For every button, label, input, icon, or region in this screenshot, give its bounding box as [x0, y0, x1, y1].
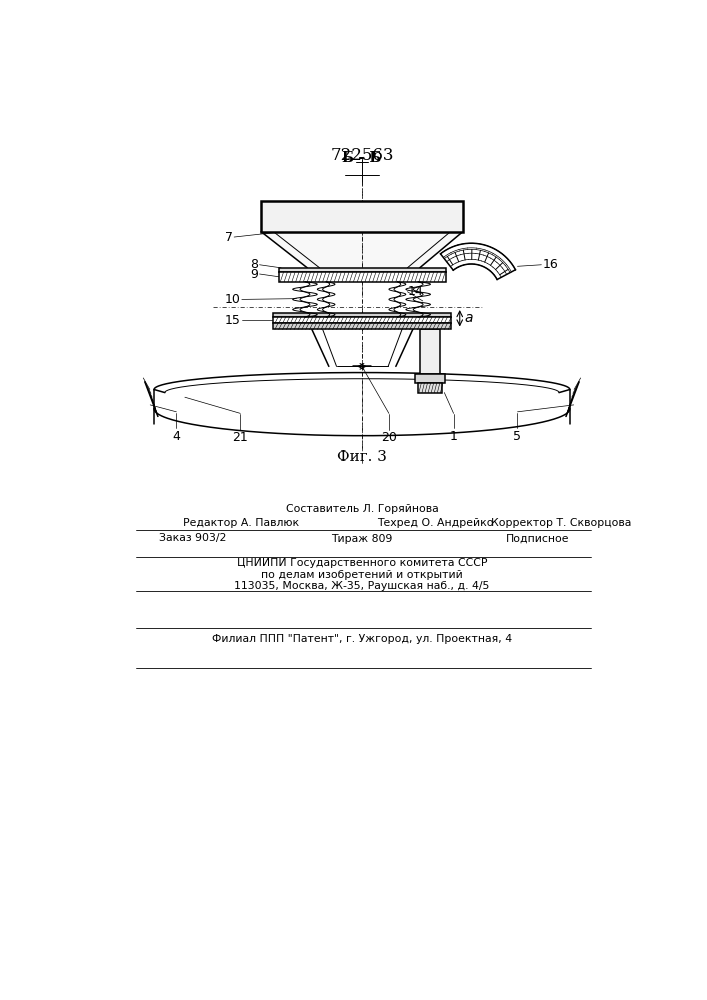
Text: Фиг. 3: Фиг. 3	[337, 450, 387, 464]
Text: 722563: 722563	[330, 147, 394, 164]
Bar	[415, 374, 445, 383]
Text: 1: 1	[450, 430, 457, 443]
Text: Подписное: Подписное	[506, 534, 569, 544]
Text: Тираж 809: Тираж 809	[332, 534, 392, 544]
Bar	[279, 268, 446, 272]
Bar	[274, 317, 451, 323]
Text: Техред О. Андрейко: Техред О. Андрейко	[378, 518, 494, 528]
Text: Корректор Т. Скворцова: Корректор Т. Скворцова	[491, 518, 631, 528]
Text: Составитель Л. Горяйнова: Составитель Л. Горяйнова	[286, 504, 438, 514]
Bar	[274, 323, 451, 329]
Text: Заказ 903/2: Заказ 903/2	[160, 534, 227, 544]
Bar	[274, 313, 451, 317]
Text: ЦНИИПИ Государственного комитета СССР: ЦНИИПИ Государственного комитета СССР	[237, 558, 487, 568]
Text: 14: 14	[408, 285, 424, 298]
Bar	[279, 272, 446, 282]
Bar	[261, 201, 463, 232]
Text: 113035, Москва, Ж-35, Раушская наб., д. 4/5: 113035, Москва, Ж-35, Раушская наб., д. …	[234, 581, 490, 591]
Text: 4: 4	[173, 430, 180, 443]
Bar	[418, 383, 442, 393]
Text: 9: 9	[250, 267, 258, 280]
Text: 7: 7	[225, 231, 233, 244]
Text: 15: 15	[224, 314, 240, 327]
Text: 16: 16	[543, 258, 559, 271]
Text: 8: 8	[250, 258, 258, 271]
Text: 20: 20	[381, 431, 397, 444]
Text: Б - Б: Б - Б	[342, 151, 382, 165]
Polygon shape	[261, 232, 463, 268]
Text: Редактор А. Павлюк: Редактор А. Павлюк	[182, 518, 298, 528]
Text: Филиал ППП "Патент", г. Ужгород, ул. Проектная, 4: Филиал ППП "Патент", г. Ужгород, ул. Про…	[212, 634, 512, 644]
Text: a: a	[464, 311, 473, 325]
Text: 21: 21	[233, 431, 248, 444]
Text: по делам изобретений и открытий: по делам изобретений и открытий	[261, 570, 463, 580]
Text: 10: 10	[224, 293, 240, 306]
Bar	[420, 329, 440, 374]
Text: 5: 5	[513, 430, 522, 443]
